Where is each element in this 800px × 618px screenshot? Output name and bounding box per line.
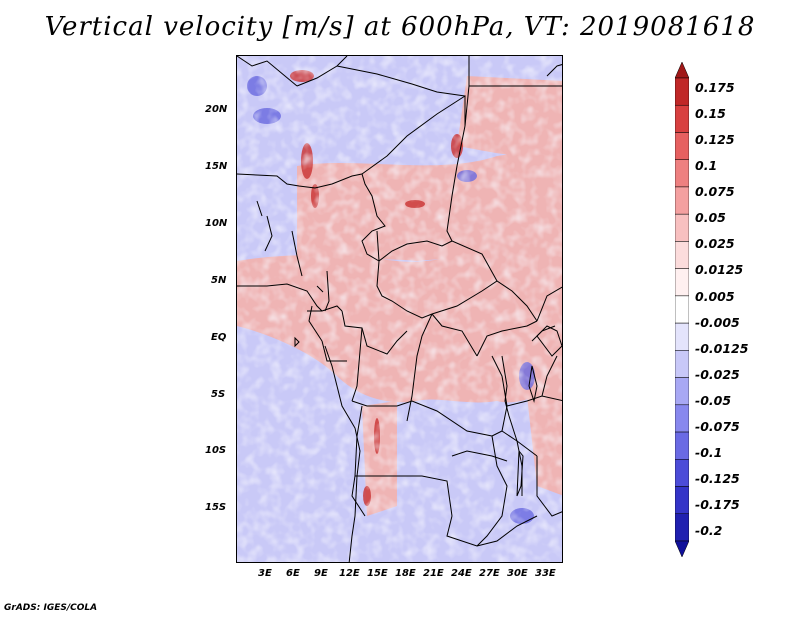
colorbar-label: 0.125 — [695, 132, 735, 147]
colorbar-label: -0.2 — [695, 523, 723, 538]
field-texture — [237, 56, 562, 562]
colorbar-segment — [675, 404, 689, 433]
colorbar-label: -0.175 — [695, 497, 740, 512]
colorbar-label: 0.075 — [695, 184, 735, 199]
colorbar-segment — [675, 186, 689, 215]
colorbar-segment — [675, 77, 689, 106]
colorbar-segment — [675, 513, 689, 542]
colorbar-segment — [675, 540, 689, 557]
lon-tick: 33E — [535, 568, 556, 579]
lat-tick: 15S — [205, 502, 227, 513]
colorbar-segment — [675, 295, 689, 324]
colorbar-segment — [675, 62, 689, 79]
colorbar-label: -0.025 — [695, 367, 740, 382]
lon-tick: 3E — [258, 568, 272, 579]
lon-tick: 30E — [507, 568, 528, 579]
colorbar-segment — [675, 459, 689, 487]
colorbar-label: -0.05 — [695, 393, 732, 408]
colorbar-label: 0.15 — [695, 106, 726, 121]
plot-title: Vertical velocity [m/s] at 600hPa, VT: 2… — [44, 12, 756, 42]
footer-credit: GrADS: IGES/COLA — [4, 603, 98, 613]
lat-tick: EQ — [211, 332, 227, 343]
lat-tick: 15N — [205, 161, 228, 172]
colorbar-label: -0.0125 — [695, 341, 749, 356]
colorbar-label: -0.075 — [695, 419, 740, 434]
colorbar-label: -0.005 — [695, 315, 740, 330]
colorbar-segment — [675, 377, 689, 406]
colorbar-label: 0.005 — [695, 289, 735, 304]
colorbar-segment — [675, 322, 689, 351]
lat-tick: 20N — [205, 104, 228, 115]
lon-tick: 18E — [395, 568, 416, 579]
lon-tick: 6E — [286, 568, 300, 579]
colorbar-label: 0.1 — [695, 158, 718, 173]
colorbar-label: 0.175 — [695, 80, 735, 95]
lat-tick: 10N — [205, 218, 228, 229]
country-borders — [237, 56, 562, 547]
lon-tick: 15E — [367, 568, 388, 579]
colorbar-segment — [675, 241, 689, 269]
colorbar — [675, 62, 689, 557]
colorbar-segment — [675, 132, 689, 160]
colorbar-label: 0.05 — [695, 210, 726, 225]
colorbar-segment — [675, 486, 689, 515]
map-panel — [236, 55, 563, 563]
colorbar-label: -0.1 — [695, 445, 723, 460]
lon-tick: 12E — [339, 568, 360, 579]
colorbar-segment — [675, 268, 689, 297]
lon-tick: 9E — [314, 568, 328, 579]
lon-tick: 27E — [479, 568, 500, 579]
colorbar-segment — [675, 104, 689, 133]
colorbar-label: 0.0125 — [695, 262, 744, 277]
map-field — [237, 56, 562, 562]
colorbar-segment — [675, 213, 689, 242]
colorbar-segment — [675, 159, 689, 188]
colorbar-label: 0.025 — [695, 236, 735, 251]
lat-tick: 5N — [211, 275, 227, 286]
lon-tick: 24E — [451, 568, 472, 579]
colorbar-segment — [675, 350, 689, 378]
colorbar-segment — [675, 431, 689, 460]
lat-tick: 10S — [205, 445, 227, 456]
coastlines — [237, 56, 562, 562]
colorbar-label: -0.125 — [695, 471, 740, 486]
lat-tick: 5S — [211, 389, 226, 400]
lon-tick: 21E — [423, 568, 444, 579]
